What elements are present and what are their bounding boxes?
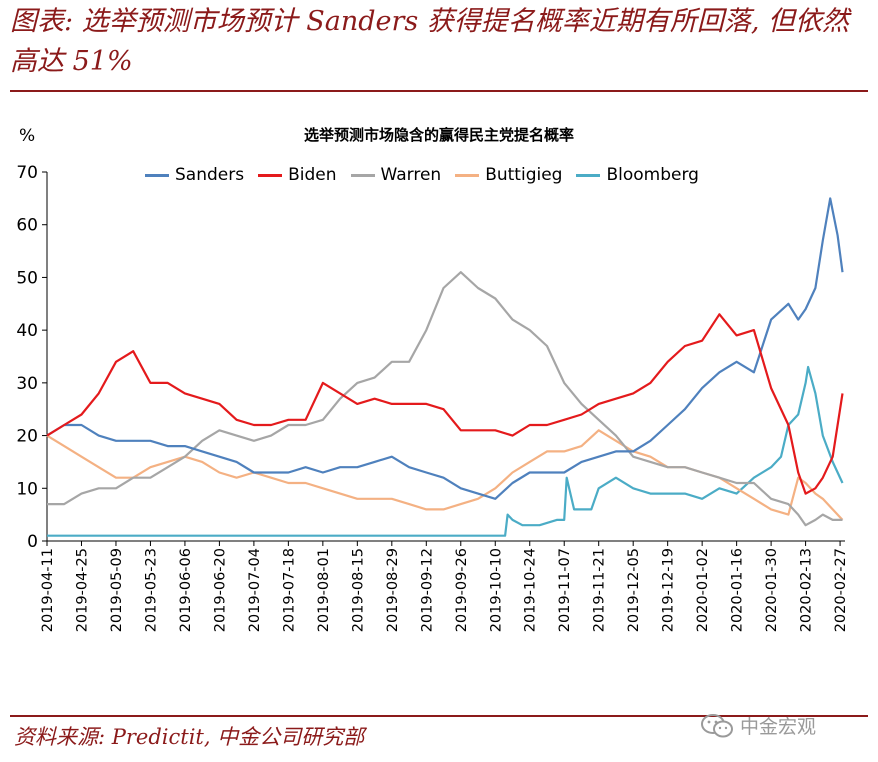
legend-label-sanders: Sanders [175,165,245,185]
x-tick-label: 2019-04-11 [40,548,56,632]
legend-item-sanders: Sanders [145,165,244,185]
x-tick-label: 2020-01-02 [695,548,711,632]
x-tick-label: 2020-01-30 [764,548,780,632]
y-tick-label: 40 [16,321,38,341]
y-tick-label: 50 [16,268,38,288]
legend-swatch-buttigieg [455,173,480,177]
legend-label-warren: Warren [380,165,442,185]
legend-item-biden: Biden [258,165,337,185]
y-tick-label: 70 [16,163,38,183]
x-tick-label: 2019-12-05 [626,548,642,632]
source-note: 资料来源: Predictit, 中金公司研究部 [14,725,365,749]
x-axis: 2019-04-11 2019-04-25 2019-05-09 2019-05-23… [40,540,849,632]
series-line-buttigieg [46,429,844,521]
x-tick-label: 2019-05-23 [143,548,159,632]
x-tick-label: 2020-02-13 [799,548,815,632]
y-axis-unit: % [19,126,36,146]
y-tick-label: 10 [16,479,38,499]
x-tick-label: 2019-07-18 [281,548,297,632]
chart-title: 选举预测市场隐含的赢得民主党提名概率 [303,126,574,144]
legend-swatch-sanders [145,173,169,177]
footer-divider [10,715,868,717]
legend-swatch-biden [258,173,283,177]
legend-label-buttigieg: Buttigieg [485,165,563,185]
x-tick-label: 2019-08-29 [385,548,401,632]
series-line-biden [46,313,844,495]
y-tick-label: 30 [16,374,38,394]
legend-item-buttigieg: Buttigieg [455,165,562,185]
x-tick-label: 2019-09-12 [419,548,435,632]
x-tick-label: 2019-08-15 [350,548,366,632]
x-tick-label: 2019-04-25 [74,548,90,632]
x-tick-label: 2019-10-10 [488,548,504,632]
x-tick-label: 2019-10-24 [523,548,539,632]
x-tick-label: 2019-12-19 [661,548,677,632]
x-tick-label: 2019-06-20 [212,548,228,632]
x-tick-label: 2019-05-09 [109,548,125,632]
legend-swatch-bloomberg [576,173,601,177]
figure-headline: 图表: 选举预测市场预计 Sanders 获得提名概率近期有所回落, 但依然高达… [10,6,850,77]
chart-legend: Sanders Biden Warren Buttigieg Bloomberg [145,165,713,185]
y-axis: 0 10 20 30 40 50 60 70 [16,163,48,552]
legend-label-biden: Biden [288,165,337,185]
y-tick-label: 0 [27,532,38,552]
legend-item-warren: Warren [350,165,442,185]
legend-label-bloomberg: Bloomberg [606,165,699,185]
x-tick-label: 2019-08-01 [316,548,332,632]
x-tick-label: 2020-02-27 [833,548,849,632]
x-tick-label: 2019-11-21 [592,548,608,632]
watermark-text: 中金宏观 [740,716,817,738]
x-tick-label: 2019-06-06 [178,548,194,632]
legend-swatch-warren [350,173,375,177]
x-tick-label: 2019-07-04 [247,548,263,632]
x-tick-label: 2019-09-26 [454,548,470,632]
headline-divider [10,90,868,92]
series-line-bloomberg [47,365,844,537]
x-tick-label: 2019-11-07 [557,548,573,632]
series-line-warren [47,271,843,527]
wechat-icon [701,713,733,737]
series-layer [46,197,844,537]
legend-item-bloomberg: Bloomberg [576,165,699,185]
watermark: 中金宏观 [700,712,816,739]
y-tick-label: 20 [16,427,38,447]
y-tick-label: 60 [16,216,38,236]
series-line-sanders [46,197,844,500]
x-tick-label: 2020-01-16 [730,548,746,632]
